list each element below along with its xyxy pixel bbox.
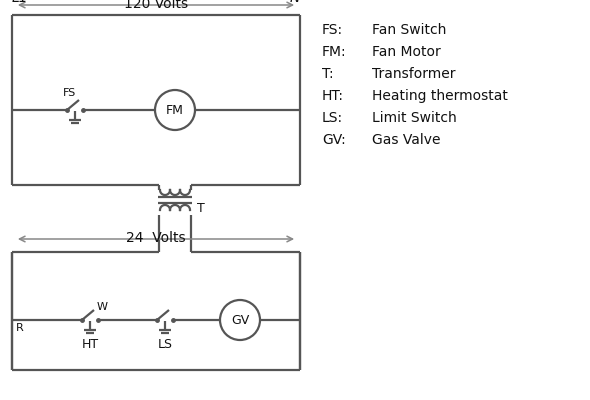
- Text: HT:: HT:: [322, 89, 344, 103]
- Text: L1: L1: [12, 0, 29, 5]
- Text: LS:: LS:: [322, 111, 343, 125]
- Text: FM: FM: [166, 104, 184, 116]
- Text: T:: T:: [322, 67, 333, 81]
- Text: FS:: FS:: [322, 23, 343, 37]
- Text: T: T: [197, 202, 205, 214]
- Text: N: N: [290, 0, 300, 5]
- Text: GV: GV: [231, 314, 249, 326]
- Text: R: R: [16, 323, 24, 333]
- Text: Heating thermostat: Heating thermostat: [372, 89, 508, 103]
- Text: Limit Switch: Limit Switch: [372, 111, 457, 125]
- Text: FM:: FM:: [322, 45, 347, 59]
- Text: Gas Valve: Gas Valve: [372, 133, 441, 147]
- Text: Transformer: Transformer: [372, 67, 455, 81]
- Text: Fan Motor: Fan Motor: [372, 45, 441, 59]
- Text: 24  Volts: 24 Volts: [126, 231, 186, 245]
- Text: LS: LS: [158, 338, 172, 352]
- Text: HT: HT: [81, 338, 99, 352]
- Text: GV:: GV:: [322, 133, 346, 147]
- Text: W: W: [97, 302, 107, 312]
- Text: 120 Volts: 120 Volts: [124, 0, 188, 11]
- Text: FS: FS: [63, 88, 77, 98]
- Text: Fan Switch: Fan Switch: [372, 23, 447, 37]
